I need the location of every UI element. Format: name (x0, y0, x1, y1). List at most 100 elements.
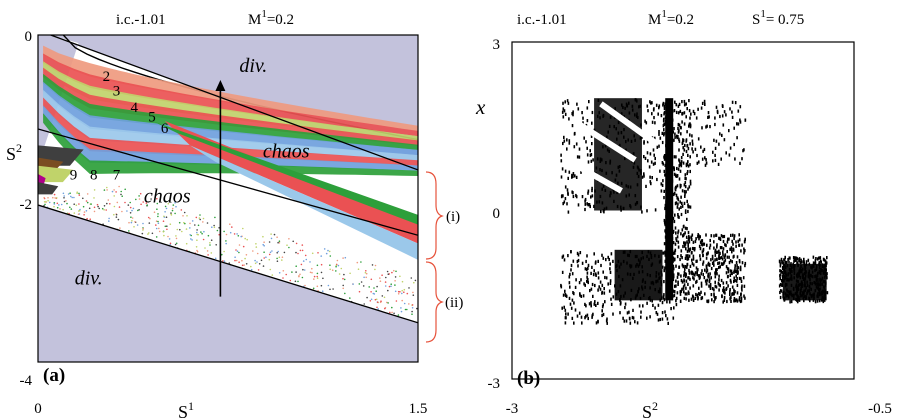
attractor-point (714, 116, 716, 120)
attractor-point (700, 145, 702, 149)
attractor-point (683, 290, 685, 294)
attractor-point (658, 106, 660, 110)
attractor-point (663, 131, 665, 136)
attractor-point (727, 270, 730, 274)
attractor-point (718, 265, 720, 270)
attractor-point (661, 301, 664, 305)
attractor-point (661, 183, 664, 187)
attractor-point (711, 257, 714, 261)
attractor-point (689, 116, 691, 120)
attractor-point (678, 265, 681, 269)
attractor-point (610, 302, 613, 306)
region-label-1: chaos (263, 141, 310, 163)
chaotic-point (170, 212, 172, 214)
attractor-point (676, 166, 678, 171)
chaotic-point (116, 201, 119, 204)
attractor-point (674, 100, 676, 104)
attractor-point (672, 275, 675, 279)
chaotic-point (245, 263, 248, 265)
attractor-point (682, 146, 684, 150)
chaotic-point (58, 204, 60, 206)
chaotic-point (294, 280, 297, 283)
chaotic-point (142, 201, 144, 203)
attractor-point (712, 150, 714, 154)
attractor-point (602, 256, 605, 260)
attractor-point (796, 256, 798, 261)
attractor-point (740, 296, 743, 300)
attractor-point (722, 288, 724, 292)
attractor-point (632, 308, 634, 312)
chaotic-point (304, 284, 306, 287)
chaotic-point (214, 257, 217, 260)
chaotic-point (344, 256, 347, 259)
attractor-point (783, 261, 785, 265)
attractor-point (805, 260, 808, 264)
attractor-point (636, 321, 639, 325)
attractor-point (784, 255, 786, 259)
attractor-spine (665, 98, 674, 301)
attractor-point (684, 241, 686, 245)
attractor-point (705, 233, 707, 237)
boundary-line-3 (38, 204, 418, 324)
attractor-point (646, 140, 649, 144)
chaotic-point (135, 198, 137, 201)
chaotic-point (175, 237, 178, 240)
attractor-point (612, 259, 614, 263)
chaotic-point (363, 303, 366, 305)
panel-a: i.c.-1.01 M1=0.2 23456789div.chaoschaosd… (6, 8, 463, 420)
chaotic-point (282, 270, 285, 272)
attractor-point (723, 295, 726, 300)
chaotic-point (165, 200, 167, 203)
attractor-point (692, 272, 695, 276)
attractor-point (787, 258, 789, 262)
attractor-point (586, 254, 588, 258)
chaotic-point (343, 278, 346, 281)
attractor-point (803, 262, 805, 266)
attractor-point (739, 299, 742, 304)
chaotic-point (376, 301, 379, 304)
attractor-point (640, 310, 642, 314)
attractor-point (687, 153, 689, 157)
panel-a-ic-label: i.c.-1.01 (116, 12, 166, 28)
attractor-point (667, 321, 669, 325)
attractor-point (584, 199, 586, 203)
attractor-point (692, 263, 695, 267)
chaotic-point (241, 264, 244, 267)
attractor-point (705, 158, 707, 162)
attractor-point (577, 107, 580, 111)
attractor-point (693, 112, 696, 116)
attractor-point (728, 255, 730, 259)
chaotic-point (242, 227, 244, 230)
attractor-point (571, 298, 574, 302)
attractor-point (684, 176, 686, 180)
attractor-point (744, 264, 746, 268)
chaotic-point (356, 261, 359, 264)
chaotic-point (375, 290, 378, 293)
attractor-point (729, 247, 731, 251)
chaotic-point (53, 205, 55, 208)
period-label-6: 6 (161, 121, 169, 137)
attractor-point (722, 300, 724, 304)
attractor-point (622, 316, 624, 320)
attractor-point (649, 175, 651, 179)
attractor-point (679, 161, 681, 166)
attractor-point (737, 266, 740, 270)
chaotic-point (139, 192, 142, 195)
panel-b-background (512, 42, 854, 379)
attractor-point (682, 138, 684, 142)
chaotic-point (269, 268, 272, 271)
chaotic-point (295, 251, 297, 254)
attractor-point (722, 262, 724, 266)
attractor-point (562, 254, 565, 258)
attractor-point (594, 283, 596, 288)
attractor-point (581, 111, 583, 115)
attractor-point (676, 235, 679, 239)
chaotic-point (75, 204, 78, 206)
chaotic-point (131, 220, 133, 222)
chaotic-point (43, 201, 46, 203)
attractor-point (662, 162, 664, 166)
chaotic-point (164, 205, 167, 208)
chaotic-point (103, 189, 106, 191)
attractor-point (681, 280, 684, 284)
attractor-point (736, 283, 739, 287)
